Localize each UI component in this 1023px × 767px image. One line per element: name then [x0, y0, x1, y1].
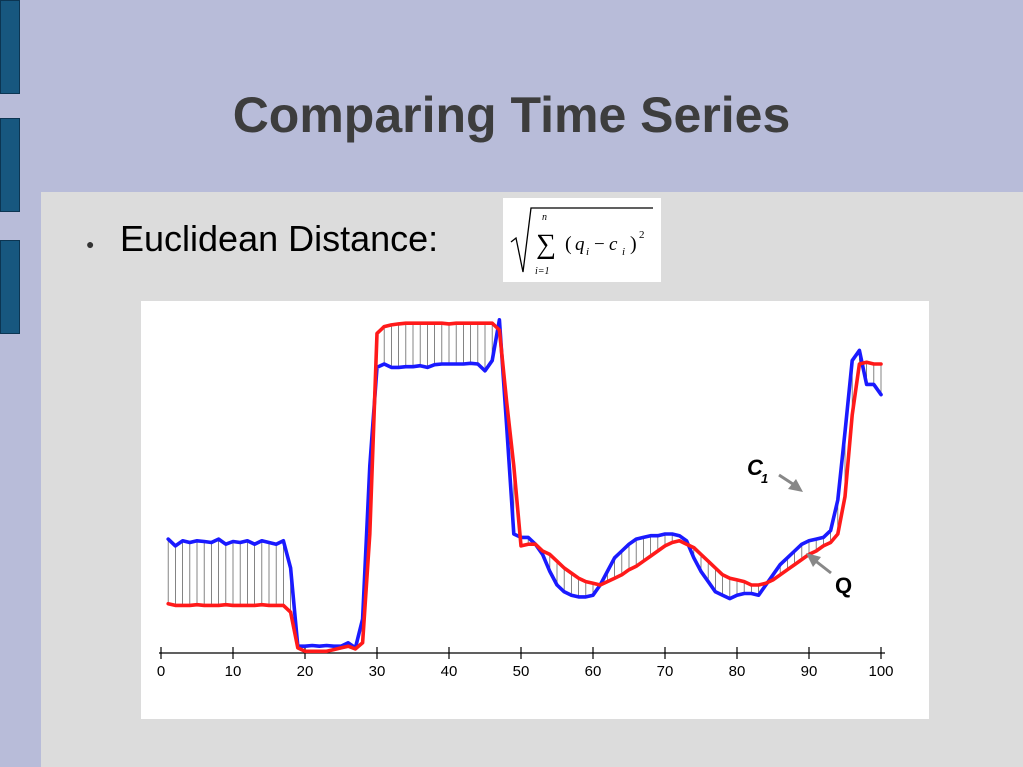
sqrt-sign: [510, 207, 653, 273]
euclidean-formula: n ∑ i=1 ( q i − c i ) 2: [503, 198, 661, 282]
var-c: c: [609, 234, 618, 255]
x-tick-label: 40: [441, 663, 458, 680]
slide-title: Comparing Time Series: [232, 87, 791, 143]
time-series-chart: 0 10 20 30 40 50 60 70 80 90 100 C1 Q: [157, 317, 894, 680]
x-tick-label: 30: [369, 663, 386, 680]
x-tick-label: 80: [729, 663, 746, 680]
x-tick-label: 50: [513, 663, 530, 680]
paren-close: ): [630, 233, 637, 255]
x-tick-label: 10: [225, 663, 242, 680]
sub-c: i: [622, 246, 625, 258]
formula-svg: n ∑ i=1 ( q i − c i ) 2: [510, 207, 653, 277]
x-tick-label: 60: [585, 663, 602, 680]
minus-sign: −: [594, 234, 605, 255]
sub-q: i: [586, 246, 589, 258]
annotations: C1 Q: [747, 455, 852, 598]
var-q: q: [575, 234, 585, 255]
x-tick-label: 70: [657, 663, 674, 680]
side-tab-2: [0, 118, 20, 212]
series-line-c: [166, 321, 883, 654]
x-tick-label: 100: [868, 663, 893, 680]
annotation-c1-label: C: [747, 455, 764, 480]
x-tick-label: 90: [801, 663, 818, 680]
annotation-c1-subscript: 1: [761, 471, 768, 486]
series-group: [166, 317, 883, 654]
connector-lines: [167, 319, 882, 643]
sum-upper: n: [542, 212, 547, 223]
x-axis-ticks: 0 10 20 30 40 50 60 70 80 90 100: [157, 647, 894, 680]
sum-lower: i=1: [535, 266, 550, 277]
paren-open: (: [565, 233, 572, 255]
annotation-q-label: Q: [835, 573, 852, 598]
side-tab-1: [0, 0, 20, 94]
arrow-c1-head: [788, 479, 803, 492]
bullet-icon: ●: [86, 236, 95, 252]
exponent: 2: [639, 229, 645, 241]
x-tick-label: 20: [297, 663, 314, 680]
arrow-q-head: [806, 553, 821, 567]
series-line-q: [166, 317, 883, 650]
x-tick-label: 0: [157, 663, 165, 680]
sum-icon: ∑: [536, 229, 556, 260]
side-tab-3: [0, 240, 20, 334]
bullet-text: Euclidean Distance:: [120, 218, 439, 259]
